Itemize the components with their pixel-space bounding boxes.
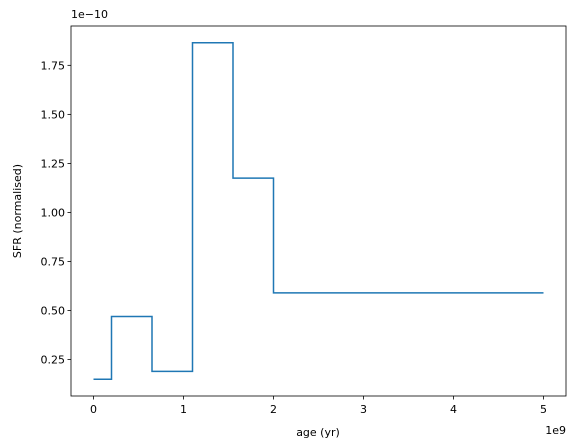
x-tick-label: 4 xyxy=(450,403,457,416)
x-tick-label: 2 xyxy=(270,403,277,416)
y-tick-label: 0.75 xyxy=(41,256,66,269)
y-tick-label: 0.50 xyxy=(41,305,66,318)
y-tick-label: 1.50 xyxy=(41,108,66,121)
axes-frame xyxy=(70,25,567,397)
x-tick-label: 3 xyxy=(360,403,367,416)
y-offset-label: 1e−10 xyxy=(71,8,108,21)
y-tick-label: 1.75 xyxy=(41,59,66,72)
y-tick-label: 0.25 xyxy=(41,354,66,367)
x-offset-label: 1e9 xyxy=(545,424,566,437)
y-tick-label: 1.25 xyxy=(41,157,66,170)
y-tick-label: 1.00 xyxy=(41,206,66,219)
x-axis-label: age (yr) xyxy=(296,426,340,439)
x-tick-label: 0 xyxy=(90,403,97,416)
step-line xyxy=(93,42,544,380)
y-axis-label: SFR (normalised) xyxy=(11,164,24,258)
x-tick-label: 5 xyxy=(540,403,547,416)
x-tick-label: 1 xyxy=(180,403,187,416)
